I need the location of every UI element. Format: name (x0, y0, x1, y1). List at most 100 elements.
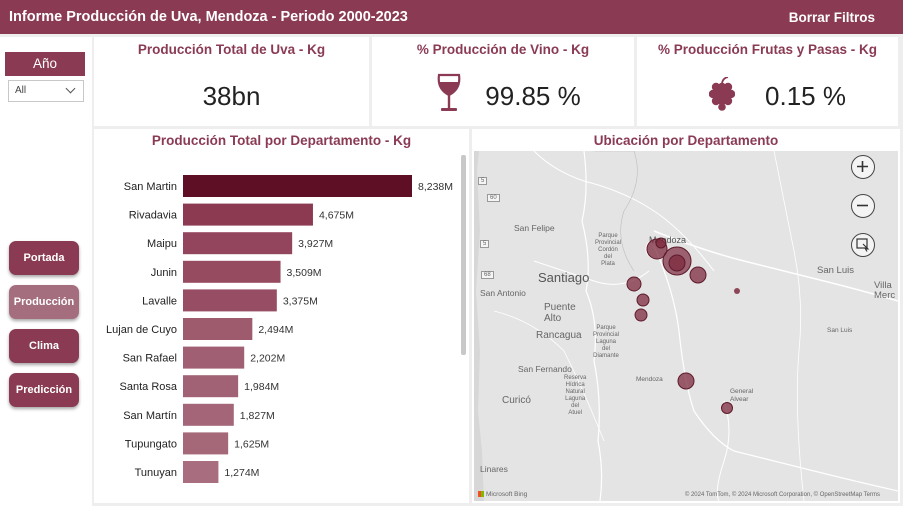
bar-value-label: 3,927M (298, 238, 333, 250)
bar-category-label: San Martín (123, 410, 177, 422)
bar[interactable] (183, 232, 293, 255)
kpi-total-value: 38bn (202, 81, 261, 111)
bar-category-label: Santa Rosa (120, 381, 178, 393)
route-5b-shield: 5 (480, 240, 490, 248)
map-label-curico: Curicó (502, 395, 531, 406)
bar-chart-scrollbar[interactable] (461, 155, 466, 355)
clear-filters-button[interactable]: Borrar Filtros (788, 10, 875, 25)
bar[interactable] (183, 203, 313, 226)
bar-category-label: Rivadavia (129, 210, 178, 222)
bar[interactable] (183, 175, 412, 197)
bar-value-label: 1,984M (244, 381, 279, 393)
bubble-tunuyan[interactable] (634, 308, 648, 322)
kpi-wine-title: % Producción de Vino - Kg (416, 42, 590, 57)
map-label-san-felipe: San Felipe (514, 223, 555, 233)
wine-glass-icon (436, 73, 462, 118)
year-filter-label: Año (5, 52, 85, 76)
map-bubbles (626, 237, 740, 414)
bar[interactable] (183, 432, 229, 455)
bar-category-label: Tunuyan (135, 467, 177, 479)
map-label-rancagua: Rancagua (536, 330, 582, 341)
bubble-las-heras[interactable] (655, 237, 667, 249)
kpi-fruit-title: % Producción Frutas y Pasas - Kg (657, 42, 878, 57)
bar-chart-title: Producción Total por Departamento - Kg (151, 133, 412, 148)
nav-portada-button[interactable]: Portada (9, 241, 79, 275)
bar-value-label: 1,274M (224, 467, 259, 479)
bar[interactable] (183, 375, 239, 398)
bar-category-label: Tupungato (125, 438, 177, 450)
map-label-san-fernando: San Fernando (518, 364, 572, 374)
map-label-san-antonio: San Antonio (480, 288, 526, 298)
bar-category-label: Lujan de Cuyo (106, 324, 177, 336)
bar-category-label: San Martin (124, 181, 177, 193)
map-label-mendoza-dept: Mendoza (636, 376, 663, 383)
microsoft-logo-icon (478, 491, 484, 498)
bar[interactable] (183, 346, 245, 369)
route-68-shield: 68 (481, 271, 494, 279)
map-provider-logo: Microsoft Bing (478, 491, 527, 498)
nav-prediccion-button[interactable]: Predicción (9, 373, 79, 407)
bar[interactable] (183, 403, 234, 426)
year-dropdown[interactable]: All (8, 80, 84, 102)
map-attribution[interactable]: © 2024 TomTom, © 2024 Microsoft Corporat… (684, 492, 880, 498)
route-60-shield: 60 (487, 194, 500, 202)
bar[interactable] (183, 461, 219, 483)
map-label-general-alvear: General Alvear (730, 388, 754, 403)
bubble-san-rafael[interactable] (677, 372, 695, 390)
nav-clima-button[interactable]: Clima (9, 329, 79, 363)
bar-category-label: San Rafael (123, 353, 177, 365)
bar-value-label: 3,509M (287, 267, 322, 279)
kpi-fruit-card: % Producción Frutas y Pasas - Kg 0.15 % (637, 37, 898, 126)
kpi-total-title: Producción Total de Uva - Kg (137, 42, 326, 57)
zoom-out-icon[interactable] (851, 194, 875, 218)
bar-value-label: 8,238M (418, 181, 453, 193)
map-label-villa-merc: Villa Merc (874, 280, 896, 301)
map-label-reserva-atuel: Reserva Hídrica Natural Laguna del Atuel (564, 375, 587, 416)
zoom-in-icon[interactable] (851, 155, 875, 179)
bar[interactable] (183, 318, 253, 340)
bar-category-label: Junin (151, 267, 177, 279)
bar-category-label: Maipu (147, 238, 177, 250)
year-dropdown-value: All (15, 85, 27, 96)
map-label-parque-laguna: Parque Provincial Laguna del Diamante (593, 325, 620, 359)
report-title: Informe Producción de Uva, Mendoza - Per… (9, 9, 408, 25)
bubble-rivadavia[interactable] (689, 266, 707, 284)
map-label-parque-cordon: Parque Provincial Cordón del Plata (595, 233, 622, 267)
map-title: Ubicación por Departamento (593, 133, 779, 148)
map-label-santiago: Santiago (538, 270, 590, 285)
bubble-lujan-de-cuyo[interactable] (626, 276, 642, 292)
kpi-wine-card: % Producción de Vino - Kg 99.85 % (372, 37, 634, 126)
bar-category-label: Lavalle (142, 295, 177, 307)
map-label-mendoza: Mendoza (649, 235, 687, 245)
map-canvas[interactable]: Mendoza San Luis Villa Merc Santiago San… (474, 151, 898, 501)
bar-value-label: 4,675M (319, 210, 354, 222)
route-5-shield: 5 (478, 177, 488, 185)
bar-value-label: 1,827M (240, 410, 275, 422)
bubble-junin[interactable] (668, 254, 686, 272)
grapes-icon (708, 76, 736, 116)
bar-chart: San Martin 8,238M Rivadavia 4,675M Maipu 3,92… (106, 175, 453, 483)
nav-produccion-button[interactable]: Producción (9, 285, 79, 319)
bar-value-label: 3,375M (283, 295, 318, 307)
bubble-tupungato[interactable] (636, 293, 650, 307)
bar[interactable] (183, 289, 277, 312)
bar-value-label: 2,202M (250, 353, 285, 365)
select-area-icon[interactable] (851, 233, 875, 257)
map-base (474, 151, 898, 501)
header-bar: Informe Producción de Uva, Mendoza - Per… (0, 0, 903, 34)
bubble-general-alvear[interactable] (721, 402, 733, 414)
kpi-wine-value: 99.85 % (485, 81, 581, 111)
bar[interactable] (183, 260, 281, 283)
bar-value-label: 2,494M (258, 324, 293, 336)
map-label-puente-alto: Puente Alto (544, 302, 576, 324)
bubble-santa-rosa[interactable] (734, 288, 740, 294)
bar-value-label: 1,625M (234, 438, 269, 450)
kpi-fruit-value: 0.15 % (765, 81, 846, 111)
map-provider-text: Microsoft Bing (486, 491, 528, 498)
map-label-linares: Linares (480, 464, 508, 474)
map-label-san-luis: San Luis (817, 265, 854, 276)
chevron-down-icon (65, 83, 76, 94)
kpi-total-card: Producción Total de Uva - Kg 38bn (94, 37, 369, 126)
map-label-san-luis-dept: San Luis (827, 327, 853, 334)
